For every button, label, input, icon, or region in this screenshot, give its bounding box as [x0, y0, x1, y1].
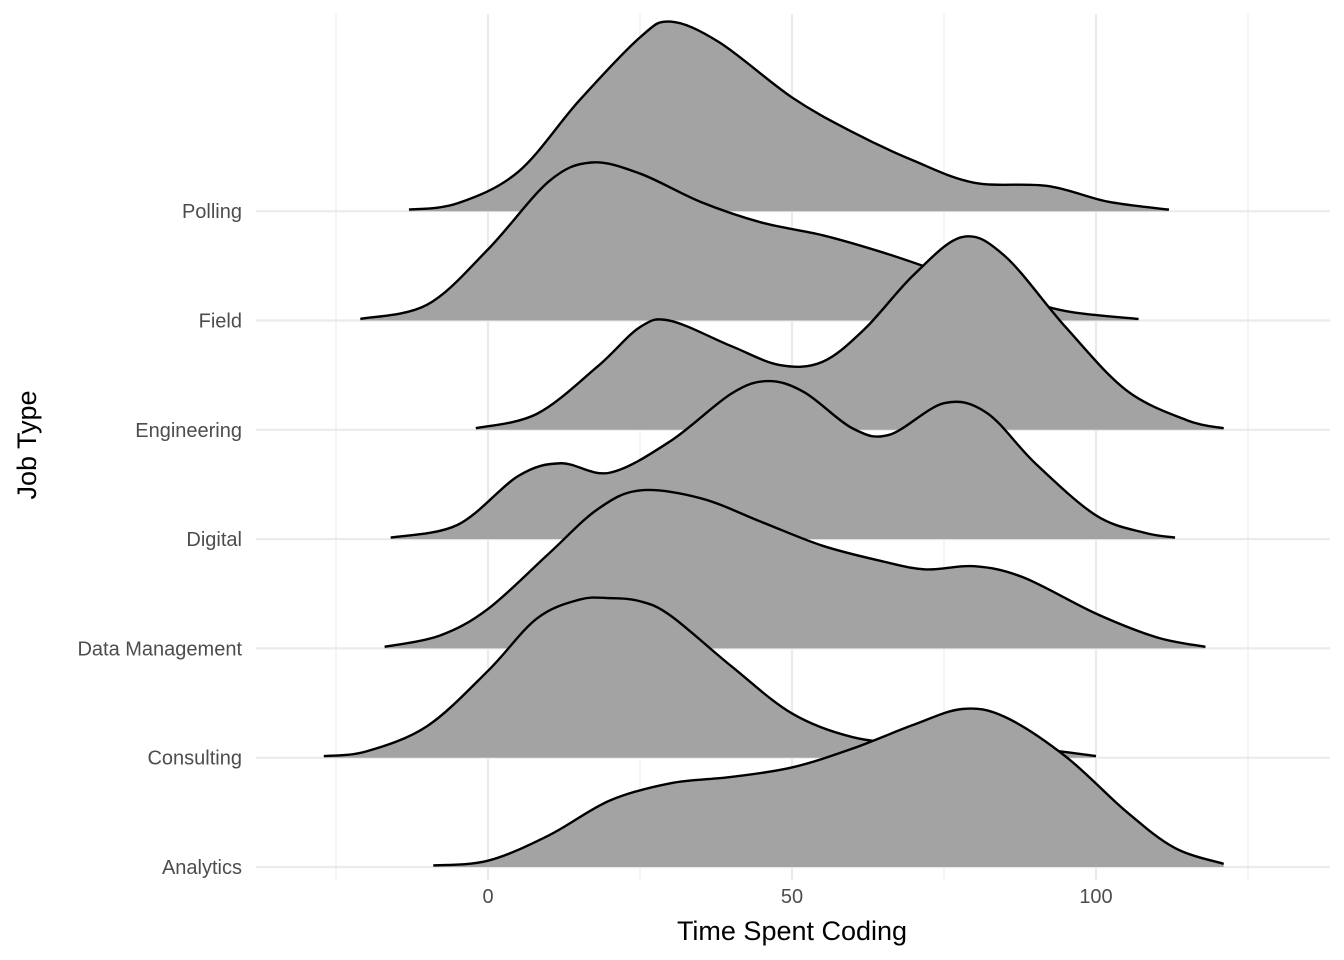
y-tick-label: Polling	[182, 201, 242, 223]
y-tick-label: Digital	[186, 529, 242, 551]
ridge-outline-digital	[390, 379, 1176, 539]
y-tick-label: Engineering	[135, 420, 242, 442]
y-axis-title: Job Type	[12, 390, 42, 499]
ridge-digital	[390, 379, 1176, 540]
ridge-analytics	[433, 707, 1225, 867]
ridge-fill-digital	[390, 381, 1176, 540]
ridge-outline-analytics	[433, 707, 1225, 867]
x-tick-label: 100	[1079, 886, 1112, 908]
y-tick-label: Data Management	[77, 638, 242, 660]
x-tick-label: 50	[781, 886, 803, 908]
y-axis-tick-labels: Analytics Consulting Data Management Digita…	[77, 201, 242, 879]
y-tick-label: Analytics	[162, 857, 242, 879]
ridge-polling	[408, 20, 1170, 212]
ridge-outline-polling	[408, 20, 1170, 211]
density-ridges	[323, 20, 1225, 867]
ridge-fill-polling	[408, 21, 1169, 212]
ridge-outline-engineering	[475, 235, 1224, 430]
y-tick-label: Consulting	[147, 748, 242, 770]
ridge-fill-engineering	[475, 236, 1224, 430]
y-tick-label: Field	[199, 311, 242, 333]
x-axis-tick-labels: 0 50 100	[482, 886, 1112, 908]
ridge-outline-data-management	[384, 488, 1206, 648]
x-tick-label: 0	[482, 886, 493, 908]
ridge-fill-analytics	[433, 708, 1224, 867]
ridge-engineering	[475, 235, 1224, 430]
x-axis-title: Time Spent Coding	[677, 916, 907, 946]
ridge-fill-consulting	[323, 597, 1097, 758]
